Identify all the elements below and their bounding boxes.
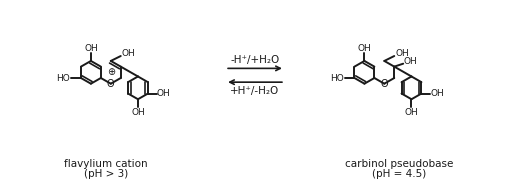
Text: carbinol pseudobase: carbinol pseudobase bbox=[345, 159, 454, 169]
Text: OH: OH bbox=[405, 108, 418, 117]
Text: OH: OH bbox=[157, 89, 171, 98]
Text: (pH > 3): (pH > 3) bbox=[84, 169, 128, 179]
Text: (pH = 4.5): (pH = 4.5) bbox=[372, 169, 426, 179]
Text: O: O bbox=[380, 79, 388, 89]
Text: OH: OH bbox=[395, 49, 409, 57]
Text: flavylium cation: flavylium cation bbox=[64, 159, 148, 169]
Text: OH: OH bbox=[131, 108, 145, 117]
Text: -H⁺/+H₂O: -H⁺/+H₂O bbox=[230, 54, 280, 65]
Text: HO: HO bbox=[56, 73, 70, 83]
Text: OH: OH bbox=[358, 44, 372, 53]
Text: HO: HO bbox=[330, 73, 344, 83]
Text: OH: OH bbox=[404, 57, 417, 66]
Text: OH: OH bbox=[84, 44, 98, 53]
Text: O: O bbox=[107, 79, 115, 89]
Text: OH: OH bbox=[430, 89, 444, 98]
Text: +H⁺/-H₂O: +H⁺/-H₂O bbox=[230, 86, 280, 96]
Text: OH: OH bbox=[122, 49, 136, 57]
Text: ⊕: ⊕ bbox=[107, 67, 115, 77]
